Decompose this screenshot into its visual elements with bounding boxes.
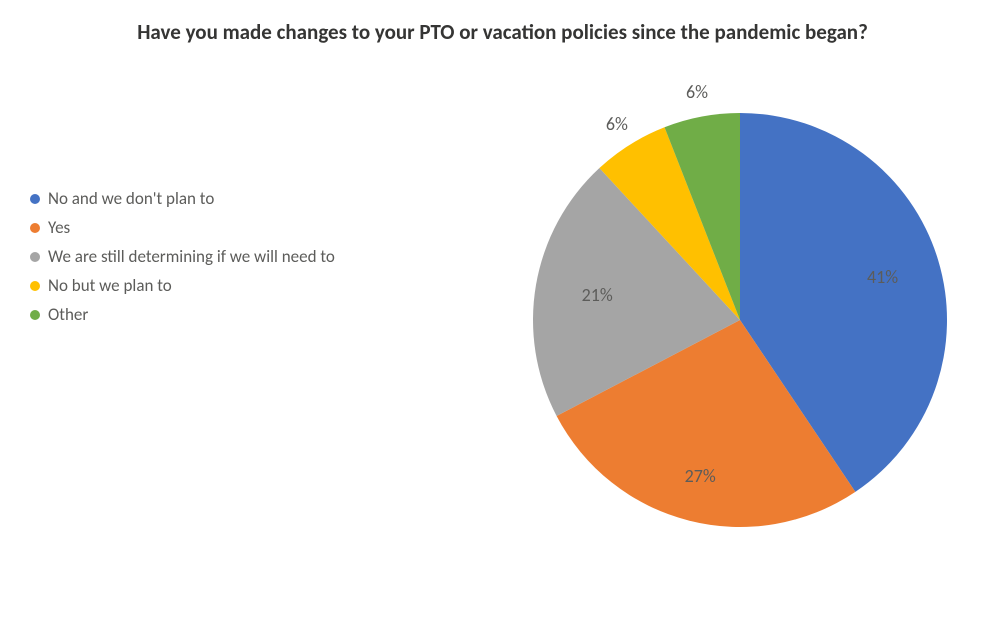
legend-label: No and we don't plan to <box>48 188 214 209</box>
legend-label: Other <box>48 304 88 325</box>
legend-swatch <box>30 310 40 320</box>
legend-swatch <box>30 281 40 291</box>
legend: No and we don't plan to Yes We are still d… <box>30 188 335 333</box>
pie-chart: 41%27%21%6%6% <box>520 100 960 540</box>
legend-label: No but we plan to <box>48 275 172 296</box>
legend-item: Other <box>30 304 335 325</box>
pie-data-label: 21% <box>582 284 613 306</box>
pie-svg <box>520 100 960 540</box>
legend-label: We are still determining if we will need… <box>48 246 335 267</box>
legend-item: No and we don't plan to <box>30 188 335 209</box>
legend-item: No but we plan to <box>30 275 335 296</box>
pie-data-label: 6% <box>606 113 628 135</box>
legend-swatch <box>30 194 40 204</box>
legend-swatch <box>30 252 40 262</box>
pie-data-label: 6% <box>686 81 708 103</box>
legend-item: We are still determining if we will need… <box>30 246 335 267</box>
pie-data-label: 41% <box>867 266 898 288</box>
legend-swatch <box>30 223 40 233</box>
legend-label: Yes <box>48 217 70 238</box>
pie-data-label: 27% <box>685 465 716 487</box>
chart-title: Have you made changes to your PTO or vac… <box>0 0 1005 46</box>
chart-content: No and we don't plan to Yes We are still d… <box>0 110 1005 621</box>
legend-item: Yes <box>30 217 335 238</box>
